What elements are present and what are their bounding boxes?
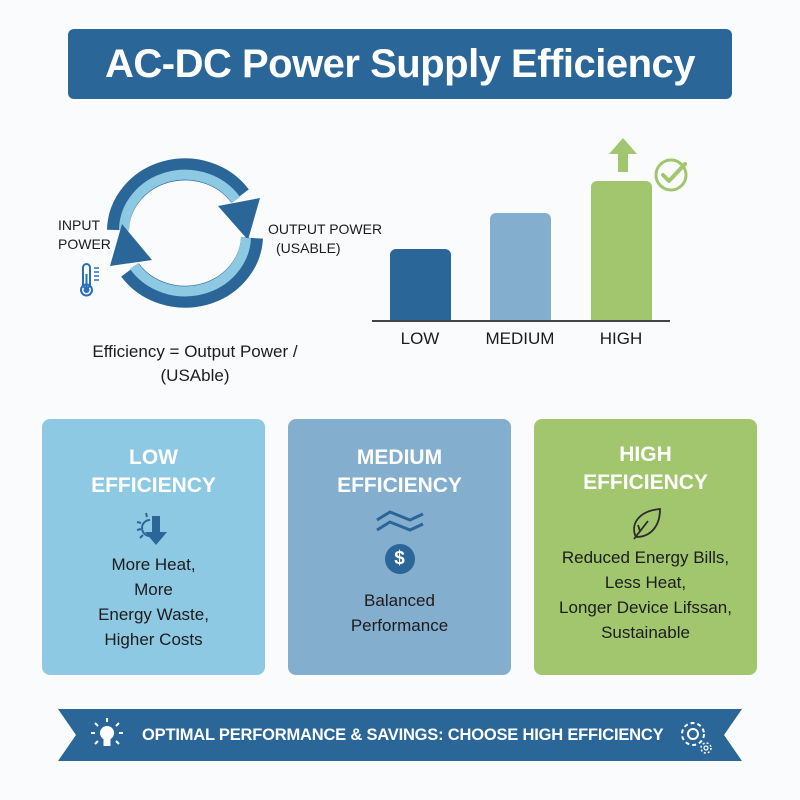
x-label-medium: MEDIUM — [485, 329, 555, 348]
title-banner: AC-DC Power Supply Efficiency — [68, 29, 732, 99]
x-label-high: HIGH — [599, 329, 643, 348]
efficiency-formula: Efficiency = Output Power / (USAble) — [92, 342, 298, 385]
input-power-label: INPUT POWER — [58, 217, 111, 252]
up-arrow-icon — [609, 138, 637, 172]
bar-low — [390, 249, 451, 321]
heat-down-arrow-icon — [136, 512, 167, 545]
card-title: HIGH EFFICIENCY — [583, 443, 708, 494]
efficiency-bar-chart: LOW MEDIUM HIGH — [360, 130, 720, 360]
bar-medium — [490, 213, 551, 321]
card-low-efficiency: LOW EFFICIENCY More Heat, More Energy Wa… — [42, 419, 265, 675]
circular-arrows-icon — [107, 158, 263, 308]
leaf-icon — [632, 508, 661, 540]
card-description: Balanced Performance — [350, 591, 449, 635]
footer-banner — [58, 709, 742, 761]
card-high-efficiency: HIGH EFFICIENCY Reduced Energy Bills, Le… — [534, 419, 757, 675]
dollar-icon: $ — [384, 544, 415, 574]
bar-high — [591, 181, 652, 321]
check-circle-icon — [654, 158, 688, 192]
x-label-low: LOW — [400, 329, 440, 348]
card-medium-efficiency: MEDIUM EFFICIENCY $ Balanced Performance — [288, 419, 511, 675]
page-title: AC-DC Power Supply Efficiency — [104, 41, 696, 86]
card-description: Reduced Energy Bills, Less Heat, Longer … — [559, 548, 732, 642]
wave-icon — [375, 510, 424, 532]
gear-icon — [681, 722, 712, 754]
thermometer-icon — [80, 263, 99, 297]
card-title: MEDIUM EFFICIENCY — [337, 446, 462, 497]
output-power-label: OUTPUT POWER (USABLE) — [268, 221, 383, 256]
card-description: More Heat, More Energy Waste, Higher Cos… — [98, 555, 209, 649]
x-axis — [372, 320, 670, 322]
footer-banner-text: OPTIMAL PERFORMANCE & SAVINGS: CHOOSE HI… — [142, 725, 664, 744]
card-title: LOW EFFICIENCY — [91, 446, 216, 497]
lightbulb-icon — [91, 718, 123, 746]
